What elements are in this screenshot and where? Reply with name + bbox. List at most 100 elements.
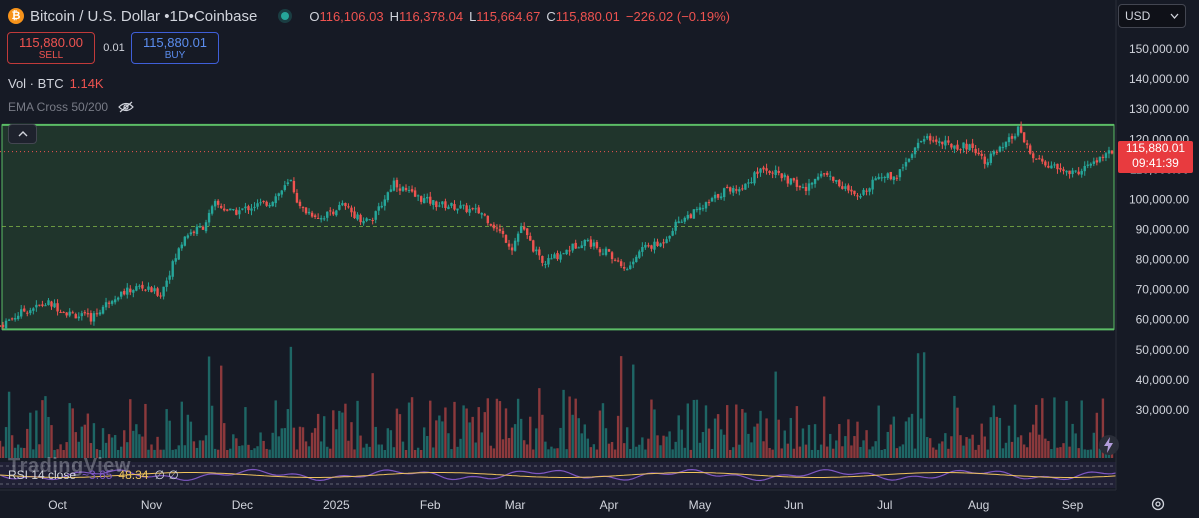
volume-bar — [141, 436, 144, 458]
candle-body — [992, 151, 996, 155]
candle-body — [701, 208, 705, 210]
candle-body — [1092, 161, 1096, 164]
volume-bar — [95, 449, 99, 458]
candle-body — [1068, 170, 1071, 175]
candle-body — [16, 315, 20, 319]
candle-body — [713, 194, 717, 199]
candle-body — [868, 188, 871, 192]
candle-body — [835, 180, 838, 182]
volume-bar — [853, 436, 856, 458]
volume-bar — [689, 449, 693, 458]
volume-bar — [686, 403, 690, 458]
candle-body — [289, 179, 293, 182]
volume-bar — [922, 352, 926, 458]
price-tick-label: 150,000.00 — [1129, 42, 1189, 56]
candle-body — [465, 205, 468, 212]
volume-bar — [1001, 448, 1005, 458]
candle-body — [559, 254, 562, 260]
candle-body — [995, 151, 999, 153]
volume-bar — [165, 409, 168, 458]
price-change: −226.02 (−0.19%) — [625, 8, 730, 24]
volume-bar — [589, 447, 593, 458]
volume-bar — [677, 415, 680, 458]
candle-body — [219, 205, 223, 208]
volume-bar — [968, 438, 971, 458]
volume-bar — [504, 408, 508, 458]
candle-body — [1095, 160, 1099, 163]
volume-bar — [886, 431, 889, 458]
candle-body — [956, 144, 959, 150]
collapse-legend-button[interactable] — [8, 124, 37, 144]
candle-body — [580, 245, 583, 249]
currency-selector[interactable]: USD — [1118, 4, 1186, 28]
rsi-legend[interactable]: RSI 14 close ~3.65 48.34 ∅ ∅ — [8, 468, 179, 482]
volume-bar — [526, 444, 529, 458]
volume-bar — [422, 427, 426, 458]
candle-body — [135, 286, 138, 291]
price-tick-label: 40,000.00 — [1136, 373, 1190, 387]
time-tick-label: 2025 — [323, 498, 350, 512]
volume-bar — [771, 449, 774, 458]
candle-body — [601, 253, 605, 255]
candle-body — [638, 251, 641, 258]
volume-bar — [498, 401, 502, 458]
volume-bar — [404, 449, 408, 458]
candle-body — [526, 228, 529, 236]
volume-bar — [753, 426, 756, 458]
volume-bar — [580, 433, 583, 458]
candle-body — [777, 170, 780, 173]
candle-body — [929, 135, 932, 141]
exchange-label[interactable]: Coinbase — [193, 7, 258, 25]
volume-bar — [832, 448, 835, 458]
volume-legend[interactable]: Vol · BTC 1.14K — [8, 76, 104, 91]
volume-bar — [629, 448, 632, 458]
volume-bar — [274, 400, 277, 458]
volume-bar — [338, 410, 341, 458]
candle-body — [629, 265, 632, 270]
symbol-header[interactable]: ₿ Bitcoin / U.S. Dollar • 1D • Coinbase … — [8, 6, 730, 26]
candle-body — [986, 162, 989, 166]
candle-body — [123, 290, 126, 295]
volume-bar — [932, 447, 935, 458]
volume-bar — [935, 449, 938, 458]
volume-bar — [892, 416, 896, 458]
candle-body — [716, 194, 720, 198]
volume-bar — [622, 443, 626, 458]
candle-body — [604, 248, 608, 255]
volume-bar — [874, 441, 877, 458]
candle-body — [977, 152, 980, 155]
candle-body — [535, 249, 538, 252]
candle-body — [41, 304, 44, 306]
candle-body — [819, 173, 823, 177]
volume-bar — [347, 440, 350, 458]
volume-bar — [938, 443, 941, 458]
ema-indicator-legend[interactable]: EMA Cross 50/200 — [8, 100, 134, 114]
volume-bar — [632, 364, 635, 458]
candle-body — [577, 247, 580, 249]
gear-icon[interactable] — [1150, 496, 1166, 512]
candle-body — [619, 261, 623, 267]
buy-button[interactable]: 115,880.01 BUY — [131, 32, 219, 64]
volume-bar — [456, 446, 459, 458]
candle-body — [738, 189, 741, 192]
candle-body — [116, 297, 120, 300]
candle-body — [989, 153, 993, 163]
volume-bar — [583, 424, 586, 458]
volume-bar — [1010, 441, 1014, 458]
eye-off-icon[interactable] — [118, 101, 134, 113]
volume-bar — [559, 427, 562, 458]
volume-bar — [944, 433, 947, 458]
sell-button[interactable]: 115,880.00 SELL — [7, 32, 95, 64]
candle-body — [141, 284, 144, 289]
interval-label[interactable]: 1D — [169, 7, 189, 25]
candle-body — [98, 312, 102, 315]
lightning-icon[interactable] — [1098, 434, 1120, 456]
price-tick-label: 90,000.00 — [1136, 222, 1190, 236]
volume-bar — [925, 437, 929, 458]
candle-body — [204, 222, 208, 232]
symbol-name[interactable]: Bitcoin / U.S. Dollar — [30, 7, 161, 25]
volume-bar — [29, 412, 32, 458]
candle-body — [595, 242, 599, 248]
candle-body — [556, 253, 559, 260]
